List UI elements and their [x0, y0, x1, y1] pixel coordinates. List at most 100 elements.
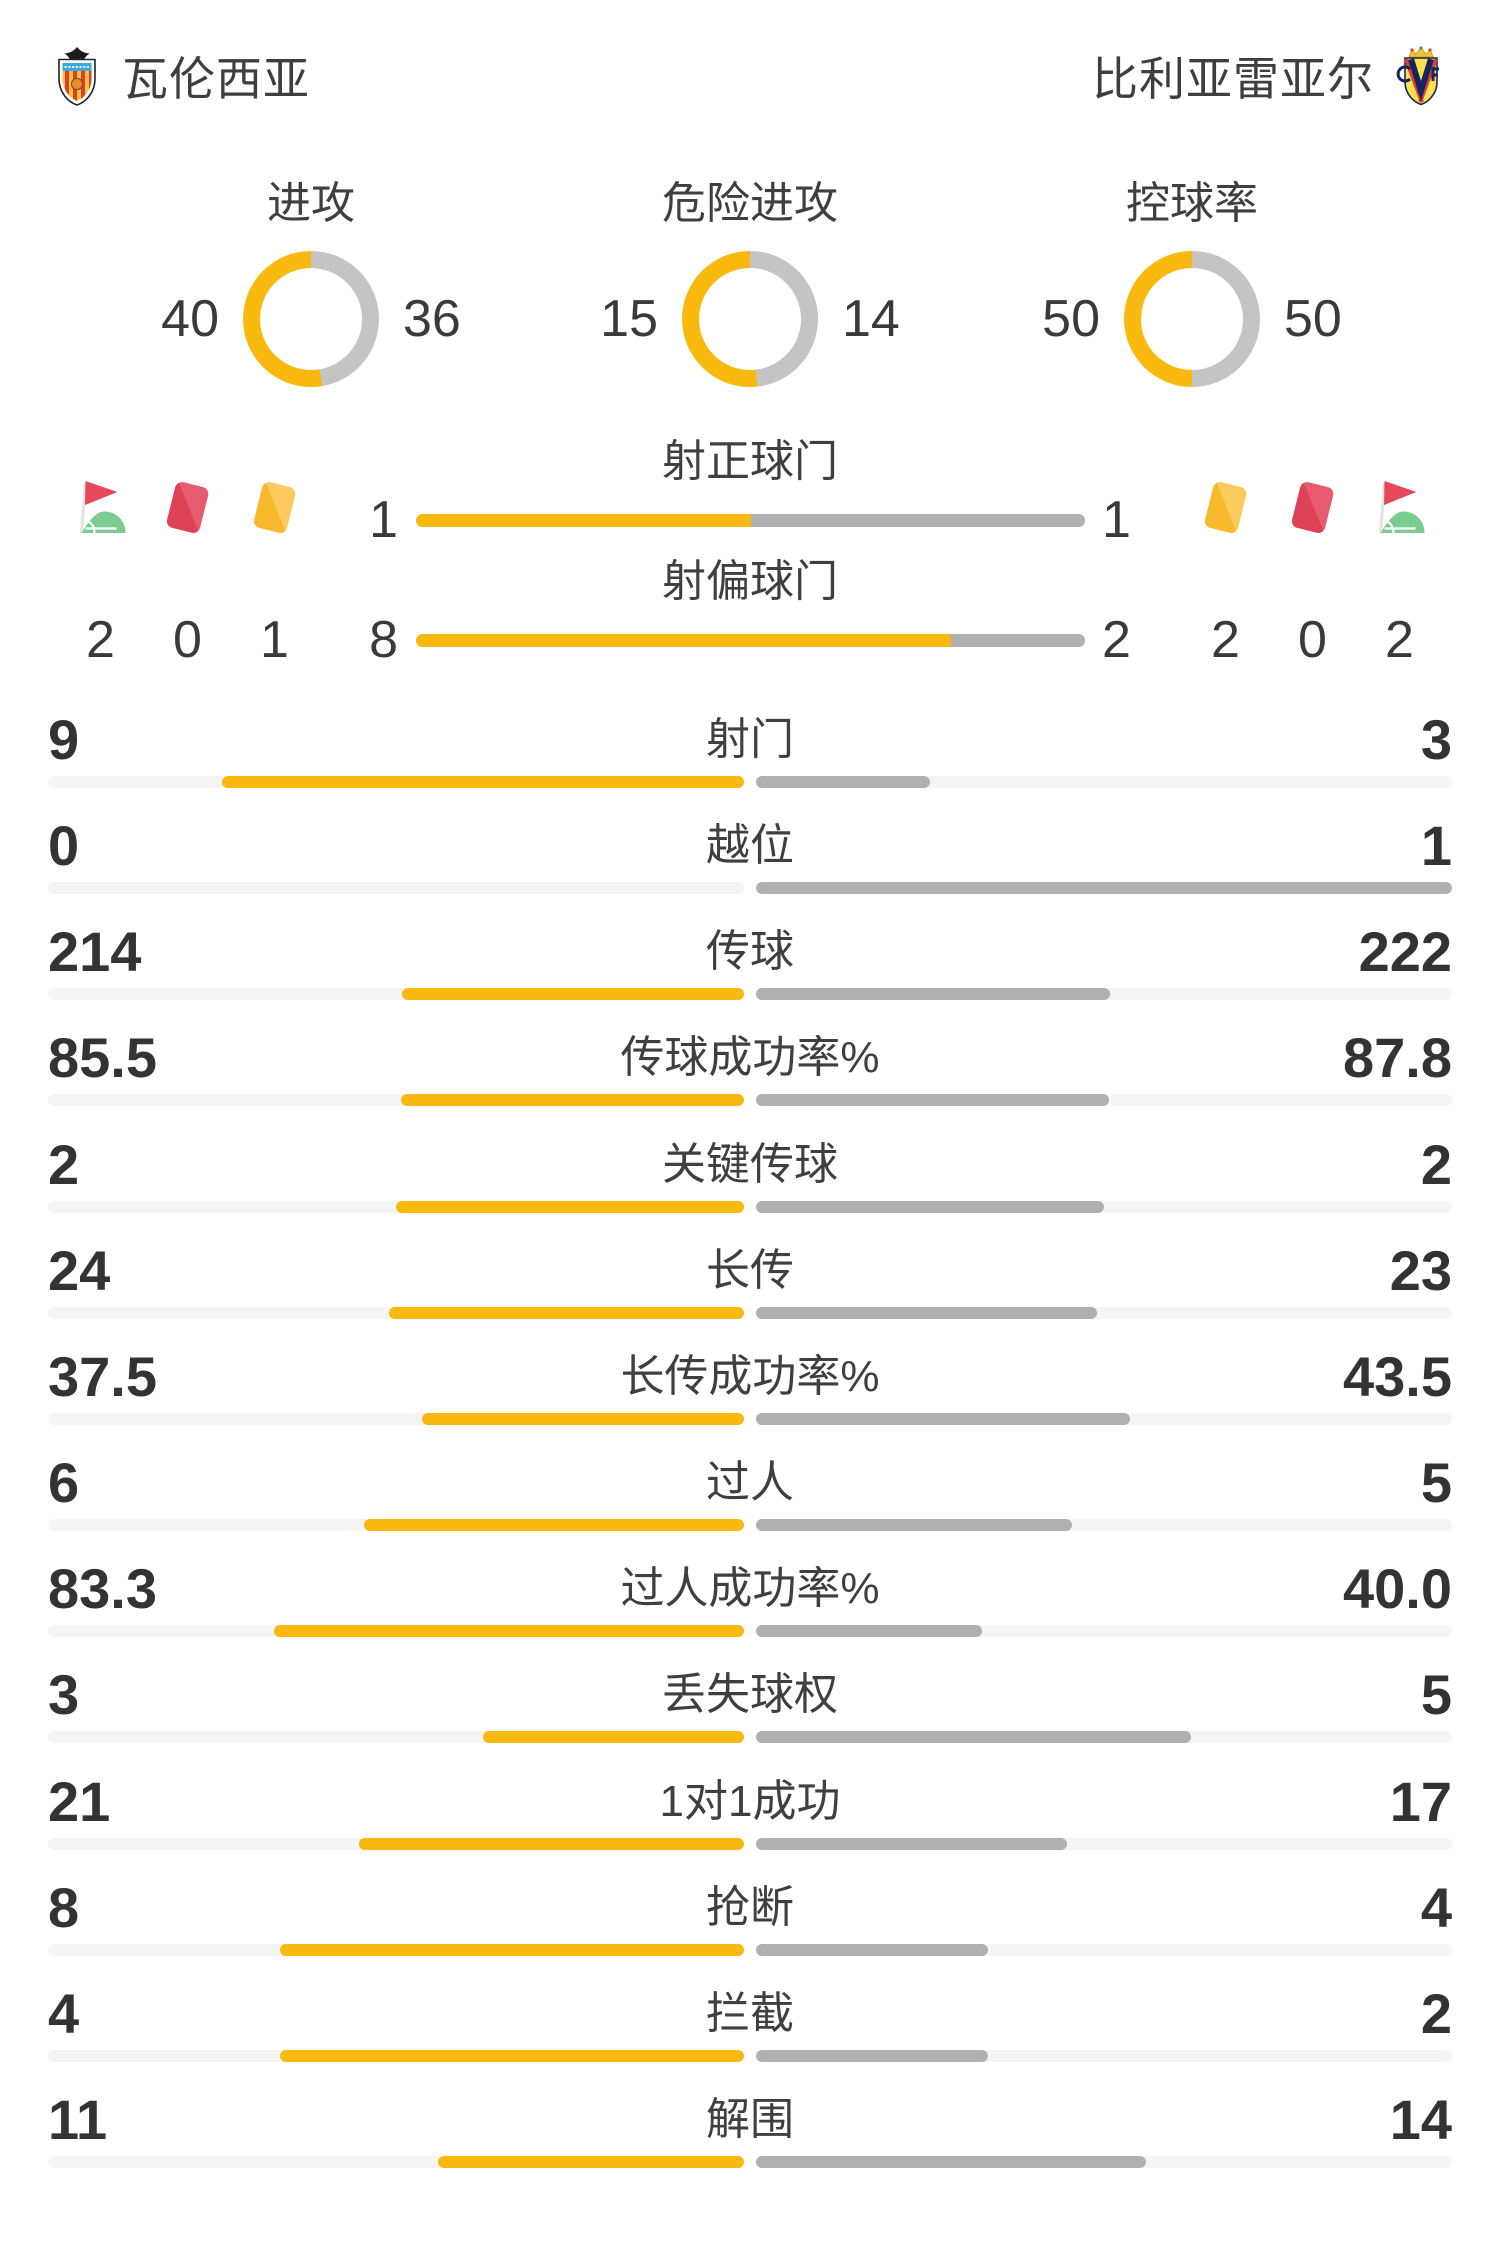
stat-away-bar-track [756, 776, 1452, 788]
donut-home-value: 15 [600, 290, 658, 348]
stat-row: 射门 9 3 [0, 710, 1500, 816]
stat-home-value: 2 [48, 1133, 80, 1196]
stat-row: 传球 214 222 [0, 922, 1500, 1028]
home-discipline-icons [70, 476, 305, 545]
stat-row: 拦截 4 2 [0, 1984, 1500, 2090]
away-corners-count: 2 [1385, 611, 1414, 669]
yellow-card-icon [1195, 476, 1256, 545]
stat-home-value: 85.5 [48, 1026, 157, 1089]
stat-away-bar [756, 1519, 1073, 1531]
stat-away-bar [756, 1625, 982, 1637]
stat-label: 丢失球权 [662, 1670, 838, 1719]
stat-away-bar-track [756, 2050, 1452, 2062]
stat-home-value: 11 [48, 2088, 108, 2151]
stat-away-value: 222 [1358, 920, 1452, 983]
stat-away-bar [756, 882, 1452, 894]
stat-away-value: 14 [1389, 2088, 1452, 2151]
stat-label: 关键传球 [662, 1140, 838, 1189]
home-discipline-counts: 2 0 1 [70, 614, 305, 666]
stat-row: 关键传球 2 2 [0, 1135, 1500, 1241]
stat-away-value: 1 [1420, 814, 1452, 877]
stat-row: 1对1成功 21 17 [0, 1772, 1500, 1878]
stat-row: 丢失球权 3 5 [0, 1665, 1500, 1771]
away-yellow-cards-count: 2 [1211, 611, 1240, 669]
home-corners-count: 2 [86, 611, 115, 669]
stat-away-bar-track [756, 1201, 1452, 1213]
stat-home-bar [483, 1731, 744, 1743]
away-team-name: 比利亚雷亚尔 [1092, 53, 1374, 105]
shots-off-target-home-value: 8 [369, 611, 398, 669]
stat-label: 长传成功率% [620, 1352, 880, 1401]
stat-away-value: 2 [1420, 1982, 1452, 2045]
stat-label: 长传 [706, 1246, 794, 1295]
stat-home-value: 214 [48, 920, 142, 983]
stat-home-bar-track [48, 1944, 744, 1956]
donut-ring [1124, 251, 1260, 387]
stat-home-value: 83.3 [48, 1557, 157, 1620]
stat-home-bar [279, 1944, 744, 1956]
stat-home-value: 9 [48, 708, 80, 771]
stat-away-bar [756, 2156, 1146, 2168]
stat-home-bar [279, 2050, 744, 2062]
shots-off-target-label: 射偏球门 [662, 557, 838, 606]
home-team: 瓦伦西亚 [54, 43, 310, 109]
stat-away-bar-track [756, 1731, 1452, 1743]
stat-away-bar [756, 1307, 1097, 1319]
shots-off-target-bar [416, 634, 1085, 647]
stat-home-bar [359, 1838, 744, 1850]
stat-home-bar-track [48, 1838, 744, 1850]
stat-away-value: 4 [1420, 1876, 1452, 1939]
stat-home-bar-track [48, 776, 744, 788]
stat-away-bar [756, 1094, 1109, 1106]
stat-row: 过人成功率% 83.3 40.0 [0, 1559, 1500, 1665]
donut-home-value: 40 [161, 290, 219, 348]
stat-away-value: 5 [1420, 1451, 1452, 1514]
stat-away-bar [756, 988, 1111, 1000]
donut-away-value: 50 [1284, 290, 1342, 348]
stat-home-bar-track [48, 988, 744, 1000]
stat-row: 过人 6 5 [0, 1453, 1500, 1559]
stat-away-bar-track [756, 1944, 1452, 1956]
stat-away-bar [756, 2050, 988, 2062]
home-team-name: 瓦伦西亚 [122, 53, 310, 105]
yellow-card-icon [244, 476, 305, 545]
stat-home-bar [400, 1094, 744, 1106]
stat-home-bar-track [48, 2050, 744, 2062]
stat-home-value: 24 [48, 1239, 111, 1302]
away-team: 比利亚雷亚尔 [1092, 43, 1446, 109]
stat-home-value: 0 [48, 814, 80, 877]
stat-home-bar-track [48, 1519, 744, 1531]
donut-home-value: 50 [1042, 290, 1100, 348]
stat-home-bar-track [48, 1731, 744, 1743]
stat-label: 抢断 [706, 1883, 794, 1932]
donut-ring [243, 251, 379, 387]
stat-home-bar-track [48, 1094, 744, 1106]
away-red-cards-count: 0 [1298, 611, 1327, 669]
red-card-icon [157, 476, 218, 545]
stat-home-value: 4 [48, 1982, 80, 2045]
stat-label: 过人成功率% [620, 1564, 880, 1613]
shots-off-target-away-value: 2 [1102, 611, 1131, 669]
shots-on-target-away-value: 1 [1102, 491, 1131, 549]
shots-on-target-label: 射正球门 [662, 437, 838, 486]
stat-away-value: 3 [1420, 708, 1452, 771]
stat-away-bar-track [756, 1625, 1452, 1637]
stat-label: 过人 [706, 1458, 794, 1507]
corner-flag-icon [70, 476, 131, 545]
stat-label: 传球 [706, 927, 794, 976]
stat-home-bar-track [48, 1413, 744, 1425]
stat-home-value: 8 [48, 1876, 80, 1939]
stat-away-value: 2 [1420, 1133, 1452, 1196]
stat-home-value: 3 [48, 1663, 80, 1726]
stat-label: 拦截 [706, 1989, 794, 2038]
shots-on-target-home-value: 1 [369, 491, 398, 549]
stat-away-bar-track [756, 1413, 1452, 1425]
stat-home-bar [437, 2156, 744, 2168]
away-discipline-counts: 2 0 2 [1195, 614, 1430, 666]
stat-home-bar [364, 1519, 744, 1531]
stat-away-value: 43.5 [1343, 1345, 1452, 1408]
stat-row: 越位 0 1 [0, 816, 1500, 922]
stat-away-bar-track [756, 1838, 1452, 1850]
stat-away-bar [756, 1413, 1130, 1425]
